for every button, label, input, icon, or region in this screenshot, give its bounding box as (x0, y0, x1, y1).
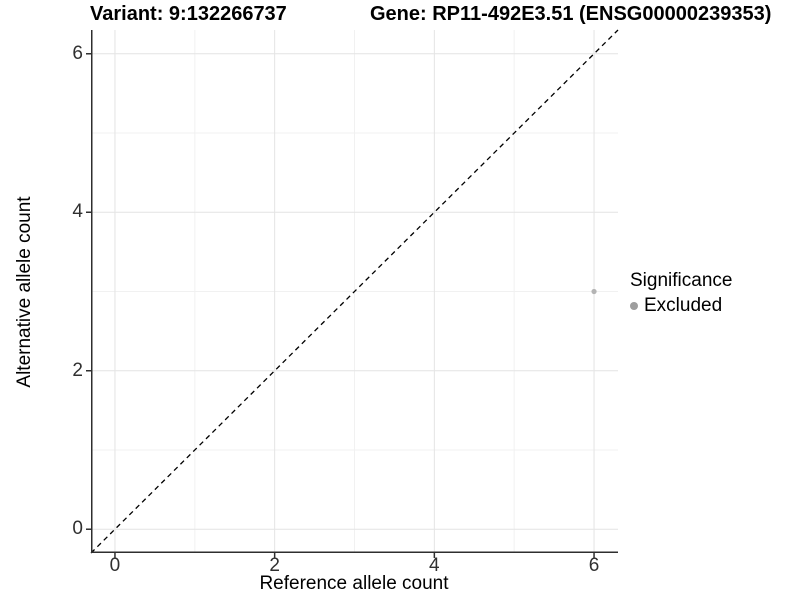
x-tick-label: 4 (429, 555, 440, 576)
legend-title: Significance (630, 270, 733, 291)
plot-title-gene: Gene: RP11-492E3.51 (ENSG00000239353) (370, 3, 772, 25)
x-axis-title: Reference allele count (259, 573, 449, 594)
plot-title-variant: Variant: 9:132266737 (90, 3, 287, 25)
y-tick-label: 0 (72, 518, 83, 540)
legend-point-icon (630, 302, 638, 310)
y-tick-label: 2 (72, 359, 83, 381)
plot-panel (86, 29, 619, 558)
legend-item-excluded: Excluded (630, 295, 732, 317)
y-tick-label: 4 (72, 201, 83, 223)
x-tick-label: 2 (269, 555, 280, 576)
x-tick-label: 0 (109, 555, 121, 576)
x-tick-label: 6 (588, 555, 600, 576)
identity-dashed-line (90, 29, 619, 554)
legend: Significance Excluded (630, 270, 732, 317)
y-axis-title: Alternative allele count (14, 196, 35, 388)
data-point (591, 288, 597, 295)
plot-canvas (86, 29, 619, 558)
legend-item-label: Excluded (644, 295, 723, 316)
y-tick-label: 6 (72, 42, 83, 64)
